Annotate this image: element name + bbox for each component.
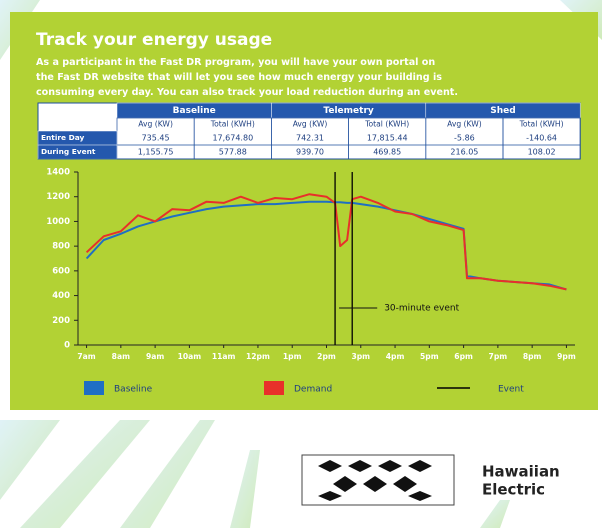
logo-text: Hawaiian <box>482 463 560 481</box>
subheader: Total (KWH) <box>519 120 564 129</box>
subheader: Avg (KW) <box>138 120 173 129</box>
cell: 1,155.75 <box>138 148 174 157</box>
x-tick-label: 5pm <box>420 352 439 361</box>
group-header: Shed <box>490 106 515 116</box>
y-tick-label: 0 <box>64 341 70 351</box>
x-tick-label: 8am <box>112 352 130 361</box>
y-tick-label: 1200 <box>46 192 70 202</box>
y-tick-label: 1400 <box>46 168 70 178</box>
x-tick-label: 9am <box>146 352 164 361</box>
logo-text: Electric <box>482 481 545 499</box>
series-line <box>85 193 567 291</box>
cell: 17,674.80 <box>212 134 253 143</box>
cell: 469.85 <box>373 148 401 157</box>
x-tick-label: 4pm <box>386 352 405 361</box>
y-tick-label: 200 <box>52 316 70 326</box>
cell: -5.86 <box>454 134 475 143</box>
panel <box>10 12 598 410</box>
y-tick-label: 400 <box>52 291 70 301</box>
title: Track your energy usage <box>36 30 272 50</box>
chart: 0 200 400 600 800 1000 1200 1400 7am 8am 9am 10am 11… <box>46 168 576 395</box>
cell: 742.31 <box>296 134 324 143</box>
y-tick-label: 800 <box>52 242 70 252</box>
table: Baseline Telemetry Shed Avg (KW) Total (KWH)… <box>37 102 581 160</box>
cell: 939.70 <box>296 148 324 157</box>
row-header: Entire Day <box>41 133 85 142</box>
x-tick-label: 7am <box>77 352 95 361</box>
x-tick-label: 3pm <box>351 352 370 361</box>
legend-swatch <box>84 381 104 395</box>
annotation: 30-minute event <box>384 304 459 314</box>
subheader: Total (KWH) <box>364 120 409 129</box>
group-header: Baseline <box>173 106 216 116</box>
cell: -140.64 <box>526 134 557 143</box>
body-line: As a participant in the Fast DR program,… <box>36 57 435 68</box>
group-header: Telemetry <box>323 106 373 116</box>
subheader: Avg (KW) <box>293 120 328 129</box>
cell: 216.05 <box>450 148 478 157</box>
legend-label: Event <box>498 385 524 395</box>
cell: 577.88 <box>219 148 247 157</box>
cell: 735.45 <box>142 134 170 143</box>
x-tick-label: 9pm <box>557 352 576 361</box>
x-tick-label: 7pm <box>489 352 508 361</box>
x-tick-label: 10am <box>178 352 202 361</box>
row-header: During Event <box>41 147 96 156</box>
subheader: Total (KWH) <box>210 120 255 129</box>
x-tick-label: 6pm <box>454 352 473 361</box>
x-tick-label: 11am <box>212 352 236 361</box>
x-tick-label: 2pm <box>317 352 336 361</box>
x-tick-label: 12pm <box>246 352 270 361</box>
subheader: Avg (KW) <box>447 120 482 129</box>
legend-label: Demand <box>294 385 332 395</box>
cell: 17,815.44 <box>367 134 408 143</box>
y-tick-label: 600 <box>52 266 70 276</box>
legend-swatch <box>264 381 284 395</box>
cell: 108.02 <box>528 148 556 157</box>
legend-label: Baseline <box>114 385 153 395</box>
body-text: As a participant in the Fast DR program,… <box>36 57 458 98</box>
x-tick-label: 8pm <box>523 352 542 361</box>
body-line: the Fast DR website that will let you se… <box>36 72 442 83</box>
body-line: consuming every day. You can also track … <box>36 87 458 98</box>
logo <box>301 454 455 506</box>
y-tick-label: 1000 <box>46 217 70 227</box>
x-tick-label: 1pm <box>283 352 302 361</box>
